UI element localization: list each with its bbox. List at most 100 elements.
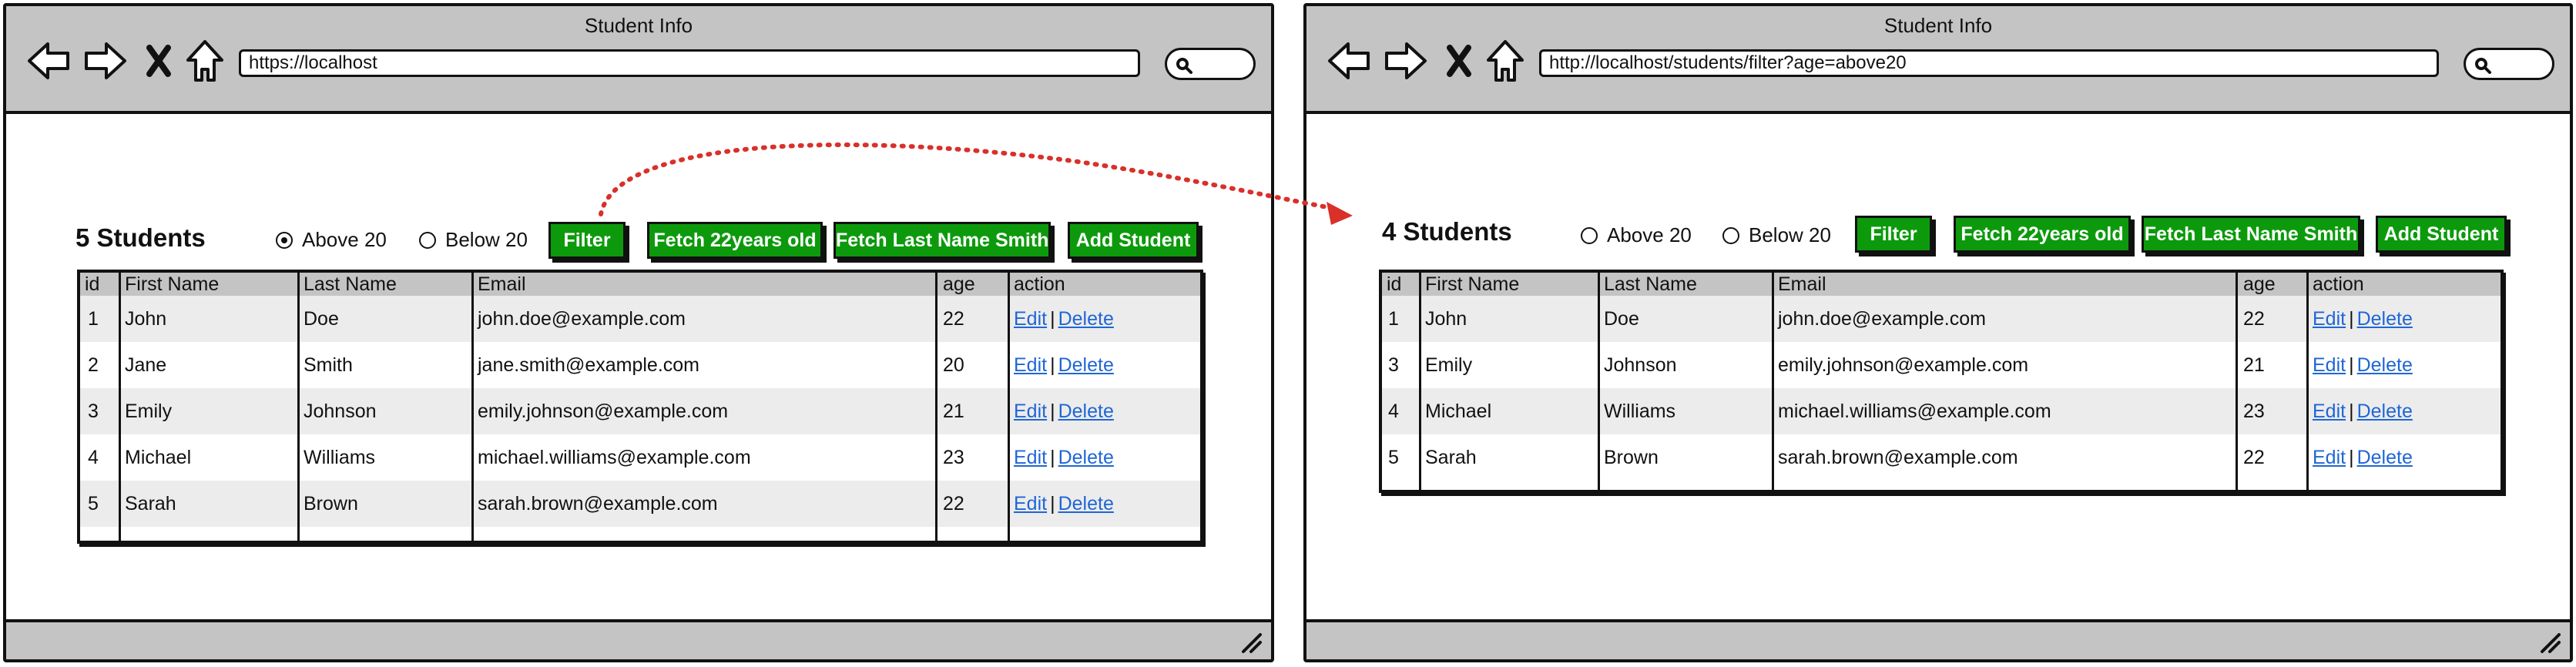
cell-age: 22 xyxy=(2243,308,2265,330)
students-table: id First Name Last Name Email age action… xyxy=(77,270,1203,544)
flow-arrow-head xyxy=(1327,202,1353,225)
column-header-action: action xyxy=(2313,273,2364,295)
cell-email: sarah.brown@example.com xyxy=(1778,447,2018,468)
radio-circle xyxy=(419,232,436,249)
action-separator: | xyxy=(1050,493,1055,514)
table-row: 3 Emily Johnson emily.johnson@example.co… xyxy=(1382,342,2501,388)
column-divider xyxy=(2306,273,2309,490)
edit-link[interactable]: Edit xyxy=(1014,493,1048,514)
back-arrow-icon[interactable] xyxy=(1327,39,1371,83)
cell-last-name: Brown xyxy=(1604,447,1659,468)
edit-link[interactable]: Edit xyxy=(2313,308,2346,330)
column-divider xyxy=(297,273,300,541)
action-separator: | xyxy=(2349,401,2354,422)
radio-below-20[interactable]: Below 20 xyxy=(1722,223,1831,247)
back-arrow-icon[interactable] xyxy=(26,39,71,83)
column-header-last-name: Last Name xyxy=(304,273,397,295)
cell-first-name: John xyxy=(1425,308,1467,330)
add-student-button[interactable]: Add Student xyxy=(2376,216,2507,253)
radio-label: Above 20 xyxy=(1607,223,1692,246)
table-row: 4 Michael Williams michael.williams@exam… xyxy=(80,434,1200,481)
cell-age: 21 xyxy=(943,401,964,422)
add-student-button[interactable]: Add Student xyxy=(1068,222,1199,259)
delete-link[interactable]: Delete xyxy=(2356,401,2413,422)
table-row: 2 Jane Smith jane.smith@example.com 20 E… xyxy=(80,342,1200,388)
fetch-last-name-smith-button[interactable]: Fetch Last Name Smith xyxy=(834,222,1051,259)
flow-arrow-line xyxy=(599,142,1343,216)
column-header-email: Email xyxy=(1778,273,1826,295)
search-box[interactable] xyxy=(2464,48,2554,80)
radio-label: Below 20 xyxy=(1749,223,1831,246)
search-box[interactable] xyxy=(1165,48,1256,80)
edit-link[interactable]: Edit xyxy=(2313,447,2346,468)
cell-action: Edit | Delete xyxy=(2313,388,2413,434)
cell-last-name: Doe xyxy=(1604,308,1639,330)
action-separator: | xyxy=(2349,308,2354,330)
radio-above-20[interactable]: Above 20 xyxy=(276,228,387,252)
cell-last-name: Williams xyxy=(304,447,376,468)
delete-link[interactable]: Delete xyxy=(2356,447,2413,468)
close-x-icon[interactable] xyxy=(143,39,174,83)
delete-link[interactable]: Delete xyxy=(1058,447,1114,468)
delete-link[interactable]: Delete xyxy=(2356,308,2413,330)
table-row: 4 Michael Williams michael.williams@exam… xyxy=(1382,388,2501,434)
cell-email: emily.johnson@example.com xyxy=(1778,354,2029,376)
edit-link[interactable]: Edit xyxy=(1014,447,1048,468)
radio-circle xyxy=(1581,227,1598,244)
search-icon xyxy=(2475,58,2491,74)
cell-action: Edit | Delete xyxy=(2313,296,2413,342)
delete-link[interactable]: Delete xyxy=(1058,354,1114,376)
fetch-22-years-button[interactable]: Fetch 22years old xyxy=(647,222,823,259)
filter-button[interactable]: Filter xyxy=(548,222,626,259)
cell-last-name: Williams xyxy=(1604,401,1676,422)
cell-first-name: Sarah xyxy=(125,493,176,514)
cell-email: michael.williams@example.com xyxy=(478,447,751,468)
resize-grip-icon[interactable] xyxy=(2539,632,2562,655)
cell-id: 5 xyxy=(88,493,99,514)
delete-link[interactable]: Delete xyxy=(1058,401,1114,422)
forward-arrow-icon[interactable] xyxy=(1384,39,1428,83)
window-title: Student Info xyxy=(1883,14,1993,37)
delete-link[interactable]: Delete xyxy=(1058,493,1114,514)
edit-link[interactable]: Edit xyxy=(1014,308,1048,330)
forward-arrow-icon[interactable] xyxy=(83,39,128,83)
cell-email: jane.smith@example.com xyxy=(478,354,699,376)
close-x-icon[interactable] xyxy=(1444,39,1474,83)
radio-circle-checked xyxy=(276,232,293,249)
cell-last-name: Johnson xyxy=(1604,354,1677,376)
cell-id: 4 xyxy=(88,447,99,468)
filter-button[interactable]: Filter xyxy=(1855,216,1932,253)
address-bar[interactable]: http://localhost/students/filter?age=abo… xyxy=(1539,49,2439,77)
edit-link[interactable]: Edit xyxy=(2313,354,2346,376)
cell-first-name: Sarah xyxy=(1425,447,1477,468)
column-header-age: age xyxy=(2243,273,2276,295)
cell-age: 22 xyxy=(943,493,964,514)
delete-link[interactable]: Delete xyxy=(1058,308,1114,330)
cell-email: emily.johnson@example.com xyxy=(478,401,729,422)
edit-link[interactable]: Edit xyxy=(1014,354,1048,376)
home-icon[interactable] xyxy=(185,39,225,83)
cell-age: 21 xyxy=(2243,354,2265,376)
fetch-last-name-smith-button[interactable]: Fetch Last Name Smith xyxy=(2142,216,2360,253)
delete-link[interactable]: Delete xyxy=(2356,354,2413,376)
cell-id: 3 xyxy=(1388,354,1399,376)
column-divider xyxy=(1598,273,1600,490)
cell-last-name: Brown xyxy=(304,493,358,514)
fetch-22-years-button[interactable]: Fetch 22years old xyxy=(1954,216,2131,253)
address-bar[interactable]: https://localhost xyxy=(239,49,1140,77)
edit-link[interactable]: Edit xyxy=(1014,401,1048,422)
column-header-id: id xyxy=(85,273,100,295)
column-divider xyxy=(471,273,474,541)
cell-email: sarah.brown@example.com xyxy=(478,493,718,514)
cell-email: john.doe@example.com xyxy=(1778,308,1986,330)
edit-link[interactable]: Edit xyxy=(2313,401,2346,422)
cell-first-name: Michael xyxy=(125,447,192,468)
radio-below-20[interactable]: Below 20 xyxy=(419,228,528,252)
home-icon[interactable] xyxy=(1485,39,1525,83)
page-title: 5 Students xyxy=(75,223,206,252)
radio-above-20[interactable]: Above 20 xyxy=(1581,223,1692,247)
resize-grip-icon[interactable] xyxy=(1240,632,1263,655)
status-bar xyxy=(6,619,1271,659)
search-icon xyxy=(1176,58,1192,74)
